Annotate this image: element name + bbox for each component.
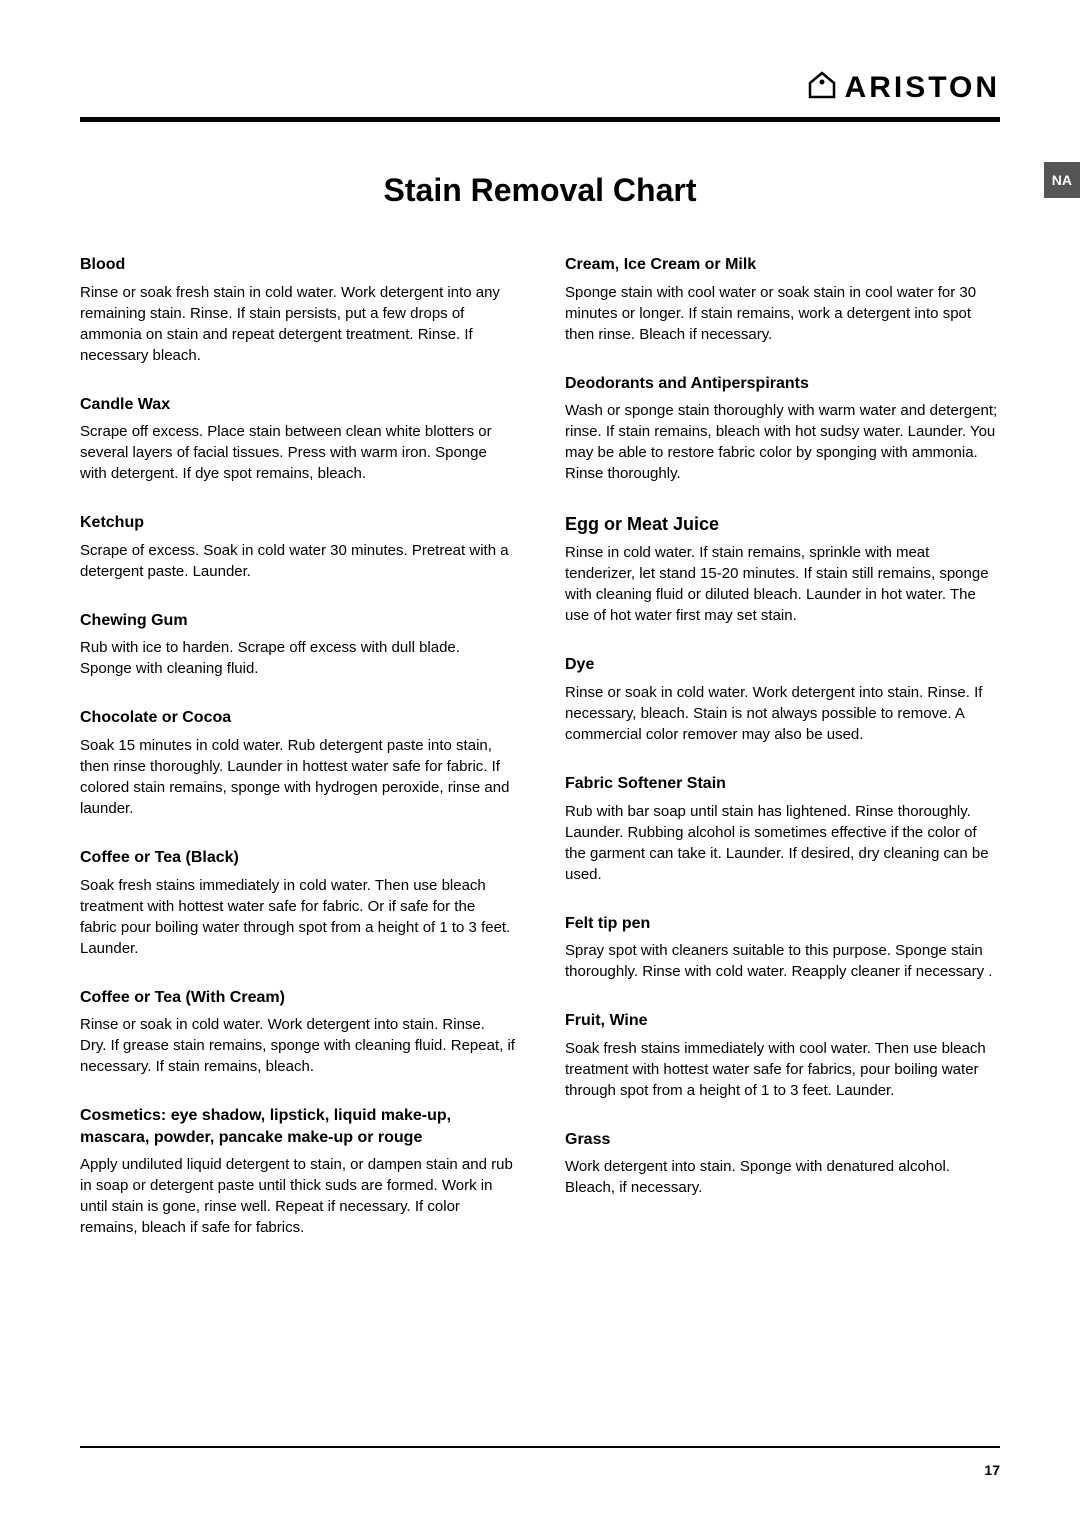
stain-heading: Egg or Meat Juice	[565, 512, 1000, 536]
stain-heading: Cosmetics: eye shadow, lipstick, liquid …	[80, 1105, 515, 1148]
stain-entry: Deodorants and Antiperspirants Wash or s…	[565, 373, 1000, 485]
stain-body: Spray spot with cleaners suitable to thi…	[565, 940, 1000, 982]
stain-heading: Fruit, Wine	[565, 1010, 1000, 1032]
content-columns: Blood Rinse or soak fresh stain in cold …	[80, 254, 1000, 1266]
page-title: Stain Removal Chart	[384, 172, 697, 209]
stain-entry: Chewing Gum Rub with ice to harden. Scra…	[80, 610, 515, 680]
footer-rule	[80, 1446, 1000, 1448]
left-column: Blood Rinse or soak fresh stain in cold …	[80, 254, 515, 1266]
stain-body: Rub with bar soap until stain has lighte…	[565, 801, 1000, 885]
stain-entry: Fabric Softener Stain Rub with bar soap …	[565, 773, 1000, 885]
region-tab: NA	[1044, 162, 1080, 198]
stain-entry: Chocolate or Cocoa Soak 15 minutes in co…	[80, 707, 515, 819]
stain-body: Soak fresh stains immediately in cold wa…	[80, 875, 515, 959]
stain-heading: Felt tip pen	[565, 913, 1000, 935]
stain-heading: Chocolate or Cocoa	[80, 707, 515, 729]
stain-body: Scrape off excess. Place stain between c…	[80, 421, 515, 484]
header: ARISTON	[80, 70, 1000, 105]
stain-entry: Felt tip pen Spray spot with cleaners su…	[565, 913, 1000, 983]
stain-entry: Ketchup Scrape of excess. Soak in cold w…	[80, 512, 515, 582]
stain-entry: Egg or Meat Juice Rinse in cold water. I…	[565, 512, 1000, 626]
stain-heading: Coffee or Tea (With Cream)	[80, 987, 515, 1009]
stain-heading: Dye	[565, 654, 1000, 676]
title-row: Stain Removal Chart NA	[80, 172, 1000, 209]
stain-entry: Cream, Ice Cream or Milk Sponge stain wi…	[565, 254, 1000, 345]
stain-entry: Coffee or Tea (Black) Soak fresh stains …	[80, 847, 515, 959]
stain-body: Rinse or soak in cold water. Work deterg…	[565, 682, 1000, 745]
brand-logo: ARISTON	[807, 70, 1000, 105]
stain-body: Rinse or soak in cold water. Work deterg…	[80, 1014, 515, 1077]
stain-heading: Chewing Gum	[80, 610, 515, 632]
stain-body: Scrape of excess. Soak in cold water 30 …	[80, 540, 515, 582]
stain-heading: Candle Wax	[80, 394, 515, 416]
stain-body: Soak fresh stains immediately with cool …	[565, 1038, 1000, 1101]
right-column: Cream, Ice Cream or Milk Sponge stain wi…	[565, 254, 1000, 1266]
stain-entry: Blood Rinse or soak fresh stain in cold …	[80, 254, 515, 366]
stain-body: Rub with ice to harden. Scrape off exces…	[80, 637, 515, 679]
brand-name: ARISTON	[845, 71, 1000, 105]
stain-body: Soak 15 minutes in cold water. Rub deter…	[80, 735, 515, 819]
stain-body: Sponge stain with cool water or soak sta…	[565, 282, 1000, 345]
stain-entry: Cosmetics: eye shadow, lipstick, liquid …	[80, 1105, 515, 1238]
stain-heading: Ketchup	[80, 512, 515, 534]
house-icon	[807, 70, 837, 105]
stain-entry: Dye Rinse or soak in cold water. Work de…	[565, 654, 1000, 745]
stain-body: Rinse in cold water. If stain remains, s…	[565, 542, 1000, 626]
stain-heading: Fabric Softener Stain	[565, 773, 1000, 795]
stain-entry: Candle Wax Scrape off excess. Place stai…	[80, 394, 515, 485]
stain-heading: Blood	[80, 254, 515, 276]
stain-body: Rinse or soak fresh stain in cold water.…	[80, 282, 515, 366]
header-rule	[80, 117, 1000, 122]
stain-heading: Cream, Ice Cream or Milk	[565, 254, 1000, 276]
stain-heading: Deodorants and Antiperspirants	[565, 373, 1000, 395]
stain-entry: Grass Work detergent into stain. Sponge …	[565, 1129, 1000, 1199]
stain-body: Wash or sponge stain thoroughly with war…	[565, 400, 1000, 484]
page-number: 17	[984, 1462, 1000, 1478]
stain-entry: Coffee or Tea (With Cream) Rinse or soak…	[80, 987, 515, 1078]
stain-body: Work detergent into stain. Sponge with d…	[565, 1156, 1000, 1198]
stain-entry: Fruit, Wine Soak fresh stains immediatel…	[565, 1010, 1000, 1101]
stain-heading: Grass	[565, 1129, 1000, 1151]
stain-body: Apply undiluted liquid detergent to stai…	[80, 1154, 515, 1238]
stain-heading: Coffee or Tea (Black)	[80, 847, 515, 869]
